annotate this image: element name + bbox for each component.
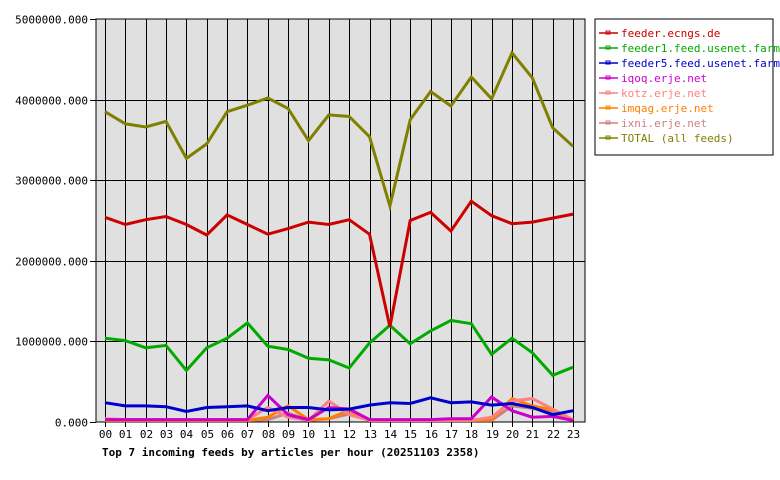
legend-item: iqoq.erje.net bbox=[599, 72, 707, 85]
x-tick-label: 13 bbox=[364, 428, 377, 441]
x-axis: 00 01 02 03 04 05 06 07 08 09 10 11 12 13 14 15 16 17 18 19… bbox=[99, 422, 580, 441]
x-tick-label: 16 bbox=[425, 428, 438, 441]
x-tick-label: 03 bbox=[160, 428, 173, 441]
x-tick-label: 15 bbox=[404, 428, 417, 441]
x-tick-label: 10 bbox=[302, 428, 315, 441]
x-tick-label: 18 bbox=[465, 428, 478, 441]
x-tick-label: 20 bbox=[506, 428, 519, 441]
legend-item: feeder.ecngs.de bbox=[599, 27, 720, 40]
legend-marker-icon bbox=[605, 120, 611, 125]
legend-marker-icon bbox=[605, 105, 611, 110]
series-line-total-all-feeds bbox=[104, 50, 575, 212]
x-tick-label: 09 bbox=[282, 428, 295, 441]
legend-marker-icon bbox=[605, 60, 611, 65]
legend-item: imqag.erje.net bbox=[599, 102, 714, 115]
y-tick-label: 4000000.000 bbox=[15, 95, 88, 108]
series-line-feeder1-feed-usenet-farm bbox=[104, 318, 574, 378]
legend-label: imqag.erje.net bbox=[621, 102, 714, 115]
legend-label: kotz.erje.net bbox=[621, 87, 707, 100]
y-tick-label: 0.000 bbox=[55, 417, 88, 430]
legend-item: TOTAL (all feeds) bbox=[599, 132, 734, 145]
series-line-feeder5-feed-usenet-farm bbox=[104, 396, 574, 417]
x-tick-label: 11 bbox=[323, 428, 336, 441]
y-tick-label: 2000000.000 bbox=[15, 256, 88, 269]
legend-item: ixni.erje.net bbox=[599, 117, 707, 130]
x-tick-label: 04 bbox=[180, 428, 194, 441]
series-lines bbox=[104, 50, 575, 422]
x-tick-label: 02 bbox=[140, 428, 153, 441]
legend-item: kotz.erje.net bbox=[599, 87, 707, 100]
x-tick-label: 05 bbox=[201, 428, 214, 441]
x-tick-label: 12 bbox=[343, 428, 356, 441]
legend-label: feeder1.feed.usenet.farm bbox=[621, 42, 780, 55]
legend-marker-icon bbox=[605, 75, 611, 80]
legend-label: feeder.ecngs.de bbox=[621, 27, 720, 40]
legend-marker-icon bbox=[605, 30, 611, 35]
legend-label: TOTAL (all feeds) bbox=[621, 132, 734, 145]
x-tick-label: 08 bbox=[262, 428, 275, 441]
legend-marker-icon bbox=[605, 45, 611, 50]
legend-marker-icon bbox=[605, 135, 611, 140]
y-axis: 0.000 1000000.000 2000000.000 3000000.000 40… bbox=[15, 14, 96, 430]
grid-lines bbox=[96, 19, 585, 422]
x-tick-label: 23 bbox=[567, 428, 580, 441]
x-tick-label: 00 bbox=[99, 428, 112, 441]
legend-box bbox=[594, 18, 774, 156]
x-tick-label: 21 bbox=[526, 428, 539, 441]
legend-item: feeder1.feed.usenet.farm bbox=[599, 42, 780, 55]
legend: feeder.ecngs.de feeder1.feed.usenet.farm f… bbox=[594, 18, 780, 156]
x-tick-label: 22 bbox=[547, 428, 560, 441]
x-tick-label: 14 bbox=[384, 428, 398, 441]
legend-label: iqoq.erje.net bbox=[621, 72, 707, 85]
series-line-feeder-ecngs-de bbox=[104, 199, 574, 328]
y-tick-label: 3000000.000 bbox=[15, 175, 88, 188]
legend-label: ixni.erje.net bbox=[621, 117, 707, 130]
x-tick-label: 01 bbox=[119, 428, 132, 441]
legend-label: feeder5.feed.usenet.farm bbox=[621, 57, 780, 70]
chart-title: Top 7 incoming feeds by articles per hou… bbox=[102, 446, 480, 459]
x-tick-label: 06 bbox=[221, 428, 234, 441]
x-tick-label: 17 bbox=[445, 428, 458, 441]
x-tick-label: 19 bbox=[486, 428, 499, 441]
legend-item: feeder5.feed.usenet.farm bbox=[599, 57, 780, 70]
y-tick-label: 1000000.000 bbox=[15, 336, 88, 349]
legend-marker-icon bbox=[605, 90, 611, 95]
x-tick-label: 07 bbox=[241, 428, 254, 441]
y-tick-label: 5000000.000 bbox=[15, 14, 88, 27]
